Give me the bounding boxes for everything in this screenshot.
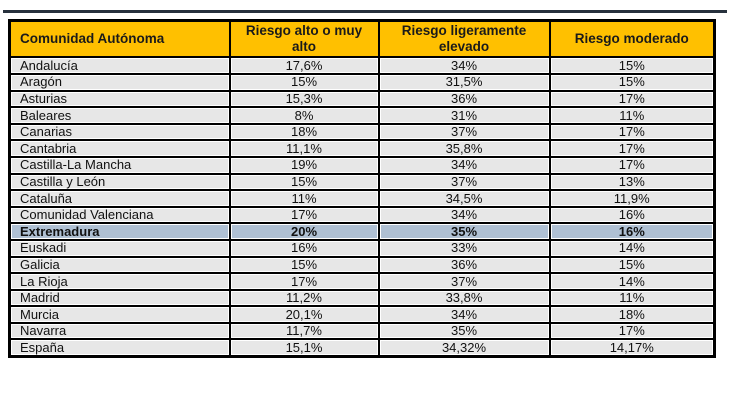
risk-value-cell: 18% — [548, 305, 716, 324]
risk-value-cell: 36% — [377, 255, 551, 275]
risk-value-cell: 15% — [548, 56, 716, 75]
header-riesgo-moderado: Riesgo moderado — [548, 19, 716, 59]
risk-value-cell: 31,5% — [377, 72, 551, 92]
table-row: Navarra 11,7% 35% 17% — [8, 321, 716, 341]
risk-value-cell: 11,1% — [228, 139, 380, 158]
risk-value-cell: 33,8% — [377, 288, 551, 308]
risk-value-cell: 37% — [377, 122, 551, 142]
risk-value-cell: 15,1% — [228, 338, 380, 358]
risk-value-cell: 17% — [548, 122, 716, 142]
community-name-cell: Baleares — [8, 106, 231, 125]
community-name-cell: Castilla y León — [8, 172, 231, 192]
header-row: Comunidad Autónoma Riesgo alto o muy alt… — [8, 19, 716, 59]
community-name-cell: Euskadi — [8, 238, 231, 258]
risk-value-cell: 15% — [228, 172, 380, 192]
table-row: Aragón 15% 31,5% 15% — [8, 72, 716, 92]
table-row: Canarias 18% 37% 17% — [8, 122, 716, 142]
risk-value-cell: 17% — [548, 89, 716, 109]
community-name-cell: Canarias — [8, 122, 231, 142]
community-name-cell: Murcia — [8, 305, 231, 324]
table-row: Asturias 15,3% 36% 17% — [8, 89, 716, 109]
risk-value-cell: 17,6% — [228, 56, 380, 75]
risk-value-cell: 17% — [548, 139, 716, 158]
risk-value-cell: 31% — [377, 106, 551, 125]
risk-value-cell: 17% — [548, 155, 716, 175]
community-name-cell: Extremadura — [8, 222, 231, 241]
table-row: Cantabria 11,1% 35,8% 17% — [8, 139, 716, 158]
community-name-cell: La Rioja — [8, 272, 231, 291]
risk-value-cell: 17% — [228, 272, 380, 291]
risk-value-cell: 15% — [548, 72, 716, 92]
community-name-cell: Cantabria — [8, 139, 231, 158]
risk-value-cell: 17% — [228, 205, 380, 225]
risk-value-cell: 15% — [228, 72, 380, 92]
table-row: Comunidad Valenciana 17% 34% 16% — [8, 205, 716, 225]
risk-value-cell: 34% — [377, 205, 551, 225]
community-name-cell: Aragón — [8, 72, 231, 92]
table-row: Castilla-La Mancha 19% 34% 17% — [8, 155, 716, 175]
top-divider-line — [3, 10, 727, 13]
risk-value-cell: 11,9% — [548, 189, 716, 208]
table-row-highlighted: Extremadura 20% 35% 16% — [8, 222, 716, 241]
risk-value-cell: 17% — [548, 321, 716, 341]
risk-value-cell: 15% — [548, 255, 716, 275]
risk-value-cell: 16% — [548, 205, 716, 225]
community-name-cell: Madrid — [8, 288, 231, 308]
risk-value-cell: 18% — [228, 122, 380, 142]
table-row: España 15,1% 34,32% 14,17% — [8, 338, 716, 358]
risk-value-cell: 34,5% — [377, 189, 551, 208]
table-row: Madrid 11,2% 33,8% 11% — [8, 288, 716, 308]
table-row: Galicia 15% 36% 15% — [8, 255, 716, 275]
risk-value-cell: 20,1% — [228, 305, 380, 324]
header-riesgo-ligeramente-elevado: Riesgo ligeramente elevado — [377, 19, 551, 59]
risk-value-cell: 35,8% — [377, 139, 551, 158]
community-name-cell: Galicia — [8, 255, 231, 275]
community-name-cell: Cataluña — [8, 189, 231, 208]
risk-value-cell: 11% — [548, 106, 716, 125]
table-row: Baleares 8% 31% 11% — [8, 106, 716, 125]
risk-value-cell: 34,32% — [377, 338, 551, 358]
risk-value-cell: 34% — [377, 155, 551, 175]
risk-value-cell: 14,17% — [548, 338, 716, 358]
risk-by-community-table: Comunidad Autónoma Riesgo alto o muy alt… — [8, 19, 716, 359]
risk-value-cell: 16% — [228, 238, 380, 258]
risk-value-cell: 11,7% — [228, 321, 380, 341]
table-row: Andalucía 17,6% 34% 15% — [8, 56, 716, 75]
risk-value-cell: 34% — [377, 305, 551, 324]
risk-value-cell: 8% — [228, 106, 380, 125]
header-comunidad-autonoma: Comunidad Autónoma — [8, 19, 231, 59]
risk-value-cell: 35% — [377, 321, 551, 341]
risk-value-cell: 35% — [377, 222, 551, 241]
risk-value-cell: 34% — [377, 56, 551, 75]
community-name-cell: Andalucía — [8, 56, 231, 75]
table-row: La Rioja 17% 37% 14% — [8, 272, 716, 291]
community-name-cell: Castilla-La Mancha — [8, 155, 231, 175]
table-row: Murcia 20,1% 34% 18% — [8, 305, 716, 324]
risk-value-cell: 16% — [548, 222, 716, 241]
risk-value-cell: 37% — [377, 272, 551, 291]
table-row: Euskadi 16% 33% 14% — [8, 238, 716, 258]
table-row: Cataluña 11% 34,5% 11,9% — [8, 189, 716, 208]
risk-value-cell: 36% — [377, 89, 551, 109]
header-riesgo-alto-o-muy-alto: Riesgo alto o muy alto — [228, 19, 380, 59]
community-name-cell: España — [8, 338, 231, 358]
risk-value-cell: 11,2% — [228, 288, 380, 308]
risk-value-cell: 20% — [228, 222, 380, 241]
risk-value-cell: 14% — [548, 238, 716, 258]
risk-value-cell: 19% — [228, 155, 380, 175]
risk-value-cell: 11% — [548, 288, 716, 308]
risk-value-cell: 37% — [377, 172, 551, 192]
table-row: Castilla y León 15% 37% 13% — [8, 172, 716, 192]
community-name-cell: Asturias — [8, 89, 231, 109]
community-name-cell: Navarra — [8, 321, 231, 341]
risk-value-cell: 15% — [228, 255, 380, 275]
risk-value-cell: 15,3% — [228, 89, 380, 109]
risk-value-cell: 14% — [548, 272, 716, 291]
risk-value-cell: 33% — [377, 238, 551, 258]
risk-value-cell: 11% — [228, 189, 380, 208]
risk-value-cell: 13% — [548, 172, 716, 192]
table-body: Andalucía 17,6% 34% 15% Aragón 15% 31,5% 15% Ast… — [8, 56, 716, 358]
community-name-cell: Comunidad Valenciana — [8, 205, 231, 225]
